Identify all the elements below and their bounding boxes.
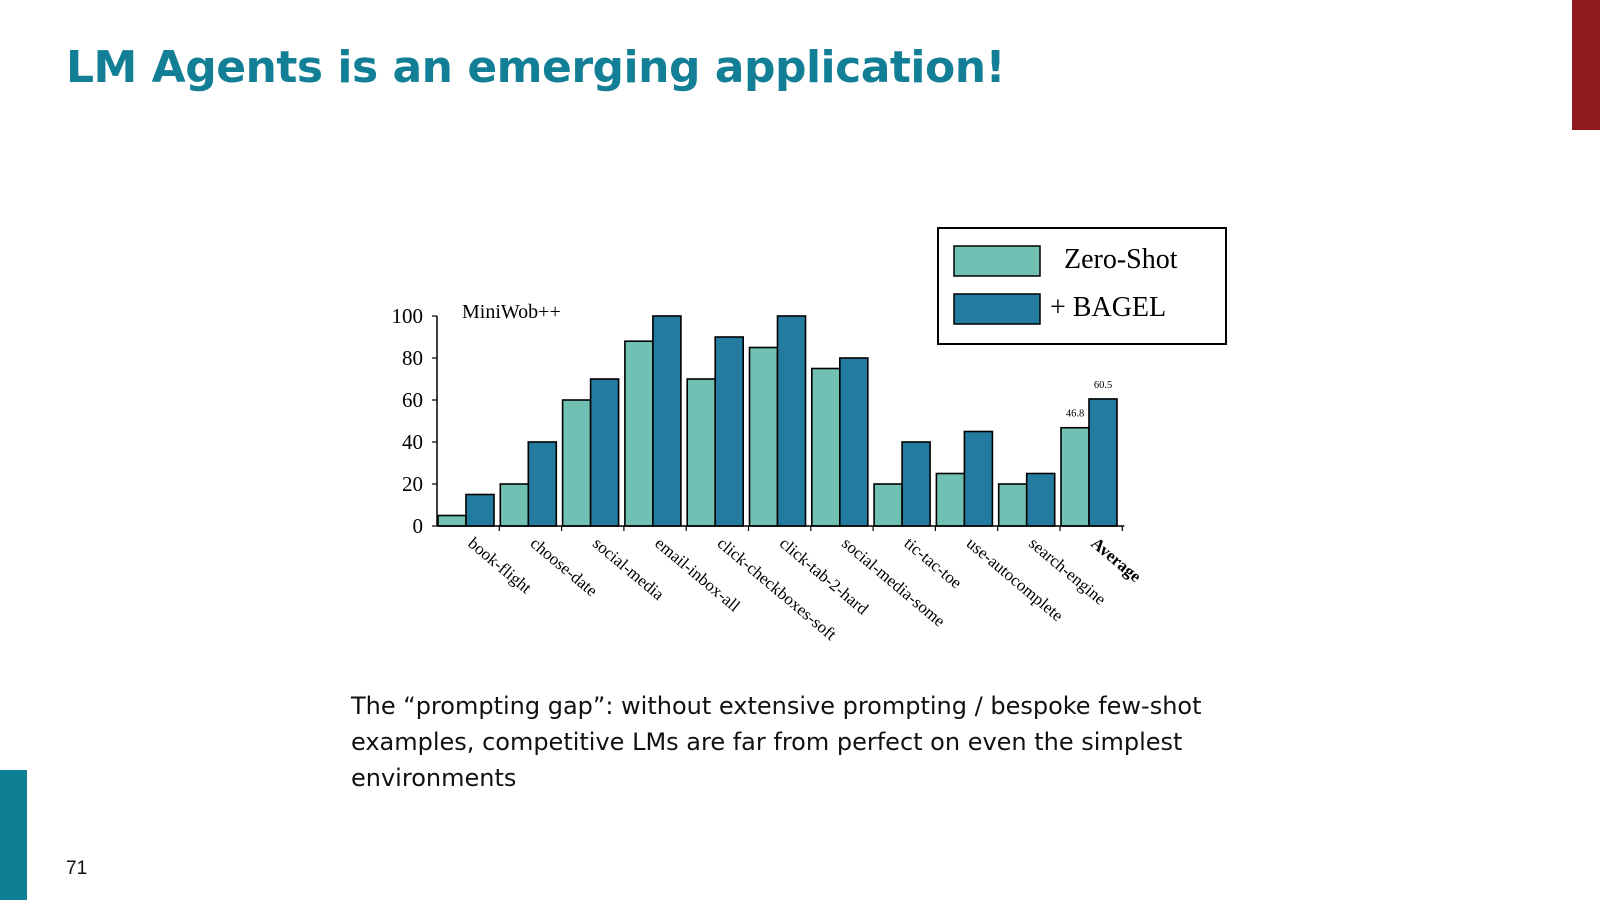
bar-bagel-choose-date [527,441,558,527]
y-tick-label-20: 20 [402,472,423,496]
bar-zero-shot-book-flight [437,514,467,527]
bar-bagel-social-media [589,378,620,527]
x-tick-label-book-flight: book-flight [464,534,535,598]
page-number: 71 [66,858,88,879]
left-accent-bar [0,770,27,900]
bar-bagel-email-inbox-all [652,315,682,527]
x-tick-label-click-checkboxes-soft: click-checkboxes-soft [714,534,841,645]
bar-bagel-click-tab-2-hard [776,315,807,527]
x-tick-label-social-media-some: social-media-some [838,534,949,631]
y-tick-label-80: 80 [402,346,423,370]
legend-swatch-zero-shot [953,245,1041,277]
legend-label-zero-shot: Zero-Shot [1064,244,1178,275]
legend: Zero-Shot + BAGEL [937,227,1227,345]
data-label-zero-shot-average: 46.8 [1066,409,1084,420]
data-label-bagel-average: 60.5 [1094,380,1112,391]
bar-zero-shot-social-media-some [810,367,841,527]
bar-bagel-tic-tac-toe [901,441,931,527]
x-tick-label-average: Average [1087,534,1145,587]
bar-zero-shot-choose-date [499,483,530,527]
bars-group [437,315,1118,527]
bar-bagel-book-flight [465,493,495,527]
bar-zero-shot-average [1060,426,1090,527]
y-tick-label-0: 0 [413,514,424,538]
bar-zero-shot-click-tab-2-hard [748,346,779,527]
slide-caption: The “prompting gap”: without extensive p… [351,692,1202,792]
y-tick-label-60: 60 [402,388,423,412]
bar-zero-shot-email-inbox-all [624,340,654,527]
bar-bagel-click-checkboxes-soft [714,336,745,527]
right-accent-bar [1572,0,1600,130]
x-tick-label-choose-date: choose-date [527,534,601,601]
slide-title: LM Agents is an emerging application! [66,42,1006,93]
y-tick-label-40: 40 [402,430,423,454]
bar-zero-shot-tic-tac-toe [873,483,903,527]
bar-zero-shot-social-media [561,399,592,527]
bar-zero-shot-click-checkboxes-soft [686,378,717,527]
bar-bagel-social-media-some [838,357,869,527]
bar-bagel-search-engine [1025,472,1056,527]
legend-label-bagel: + BAGEL [1050,292,1166,323]
y-tick-label-100: 100 [392,304,424,328]
bar-zero-shot-use-autocomplete [935,472,966,527]
chart-title: MiniWob++ [462,301,561,323]
bar-bagel-average [1088,398,1118,527]
legend-swatch-bagel [953,293,1041,325]
bar-bagel-use-autocomplete [963,430,994,527]
bar-zero-shot-search-engine [997,483,1028,527]
